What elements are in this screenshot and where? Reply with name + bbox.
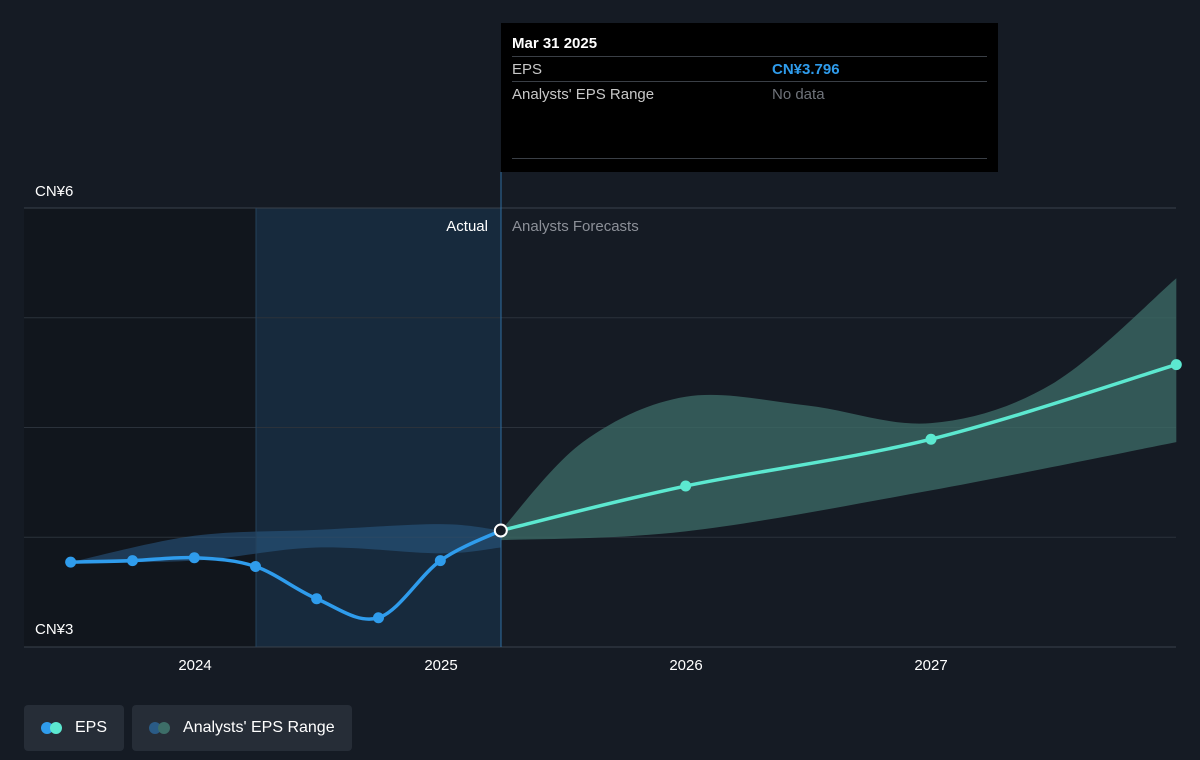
eps-point-forecast bbox=[1170, 359, 1182, 371]
tooltip-eps-value: CN¥3.796 bbox=[772, 60, 840, 78]
eps-line-forecast bbox=[499, 362, 1179, 533]
x-tick-label-2025: 2025 bbox=[424, 657, 457, 674]
eps-point-actual bbox=[249, 561, 261, 573]
eps-chart: CN¥6 CN¥3 Actual Analysts Forecasts 2024… bbox=[24, 172, 1182, 674]
legend-label-eps-range: Analysts' EPS Range bbox=[183, 719, 335, 736]
eps-legend-icon bbox=[41, 722, 65, 734]
x-axis-ticks: 2024 2025 2026 2027 bbox=[178, 657, 947, 674]
highlighted-point bbox=[493, 523, 508, 538]
actual-section-label: Actual bbox=[446, 218, 488, 235]
tooltip-range-value: No data bbox=[772, 85, 825, 103]
eps-points bbox=[65, 359, 1182, 624]
eps-point-actual bbox=[188, 552, 200, 564]
legend-item-eps[interactable]: EPS bbox=[24, 705, 125, 751]
tooltip-range-label: Analysts' EPS Range bbox=[512, 85, 655, 103]
eps-point-actual bbox=[434, 555, 446, 567]
legend-dot-range-forecast bbox=[158, 722, 171, 734]
eps-point-actual bbox=[65, 556, 77, 568]
legend-item-eps-range[interactable]: Analysts' EPS Range bbox=[132, 705, 352, 751]
tooltip-date: Mar 31 2025 bbox=[512, 35, 598, 52]
x-tick-label-2026: 2026 bbox=[669, 657, 702, 674]
eps-range-legend-icon bbox=[149, 722, 173, 734]
eps-point-forecast bbox=[680, 480, 692, 492]
tooltip-row-eps: EPS CN¥3.796 bbox=[512, 56, 987, 81]
eps-point-actual bbox=[126, 555, 138, 567]
eps-range-area-forecast bbox=[500, 278, 1177, 541]
tooltip-eps-label: EPS bbox=[512, 60, 543, 78]
eps-point-forecast bbox=[925, 433, 937, 445]
tooltip-row-range: Analysts' EPS Range No data bbox=[512, 81, 987, 106]
data-tooltip: Mar 31 2025 EPS CN¥3.796 Analysts' EPS R… bbox=[501, 23, 998, 172]
x-tick-label-2024: 2024 bbox=[178, 657, 211, 674]
y-tick-label-top: CN¥6 bbox=[35, 183, 73, 200]
eps-point-actual bbox=[311, 593, 323, 605]
forecast-section-label: Analysts Forecasts bbox=[512, 218, 639, 235]
eps-point-actual bbox=[372, 612, 384, 624]
x-tick-label-2027: 2027 bbox=[914, 657, 947, 674]
legend-label-eps: EPS bbox=[75, 719, 108, 736]
eps-range-areas bbox=[70, 278, 1177, 563]
tooltip-divider bbox=[512, 158, 987, 159]
y-tick-label-bottom: CN¥3 bbox=[35, 621, 73, 638]
legend-dot-eps-forecast bbox=[50, 722, 62, 734]
chart-legend: EPS Analysts' EPS Range bbox=[24, 705, 352, 751]
eps-range-area-actual bbox=[70, 524, 501, 563]
